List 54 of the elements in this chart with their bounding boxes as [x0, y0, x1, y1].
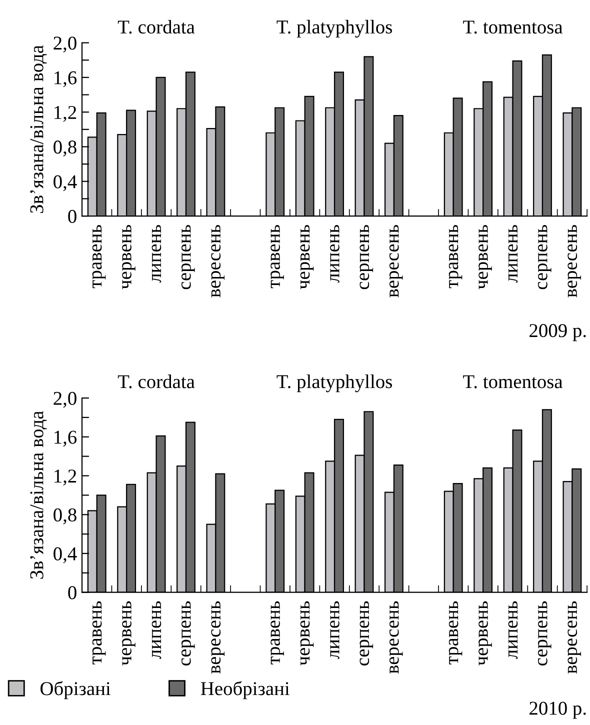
y-tick-label: 1,6	[54, 430, 77, 447]
y-tick-label: 0,8	[54, 508, 76, 524]
x-tick-label: червень	[478, 224, 492, 290]
text: T. tomentosa	[463, 20, 563, 34]
y-tick-label: 1,2	[54, 106, 76, 122]
x-tick-label: вересень	[389, 224, 403, 298]
x-tick-label: липень	[330, 224, 340, 283]
y-axis-title: Зв’язана/вільна вода	[30, 45, 47, 213]
x-tick-label: вересень	[568, 601, 582, 674]
y-tick-label: 0,4	[54, 547, 77, 564]
y-tick-label: 0,8	[54, 140, 76, 156]
x-tick-label: вересень	[211, 601, 225, 674]
text: T. cordata	[118, 374, 195, 388]
x-tick-label: травень	[270, 601, 284, 664]
x-tick-label: вересень	[389, 601, 403, 674]
text: 2009 р.	[530, 324, 586, 342]
y-tick-label: 0,4	[54, 175, 77, 192]
x-tick-label: травень	[92, 224, 106, 288]
x-tick-label: вересень	[211, 224, 225, 298]
x-tick-label: липень	[330, 601, 340, 659]
y-tick-label: 2,0	[54, 36, 76, 53]
x-tick-label: серпень	[538, 224, 552, 290]
x-tick-label: серпень	[182, 601, 195, 666]
x-tick-label: травень	[92, 601, 106, 664]
x-tick-label: серпень	[538, 601, 552, 666]
x-tick-label: травень	[448, 601, 462, 664]
text: T. tomentosa	[463, 375, 563, 388]
x-tick-label: червень	[122, 601, 136, 666]
x-tick-label: серпень	[360, 601, 374, 666]
x-tick-label: червень	[478, 601, 492, 666]
x-tick-label: липень	[152, 601, 162, 659]
text: T. cordata	[118, 20, 195, 34]
x-tick-label: червень	[300, 601, 314, 666]
x-tick-label: серпень	[360, 224, 374, 290]
x-tick-label: червень	[122, 224, 136, 290]
y-tick-label: 0	[68, 210, 76, 223]
x-tick-label: серпень	[182, 224, 195, 290]
x-tick-label: травень	[448, 224, 462, 288]
x-tick-label: липень	[508, 224, 518, 283]
text: T. platyphyllos	[276, 20, 392, 38]
legend-label: Обрізані	[40, 681, 111, 700]
text: T. platyphyllos	[276, 374, 392, 392]
y-tick-label: 1,2	[54, 470, 76, 486]
x-tick-label: липень	[152, 224, 162, 283]
y-tick-label: 2,0	[54, 392, 76, 408]
x-tick-label: липень	[508, 601, 518, 659]
x-tick-label: вересень	[568, 224, 582, 298]
x-tick-label: травень	[270, 224, 284, 288]
legend-label: Необрізані	[200, 681, 290, 700]
y-axis-title: Зв’язана/вільна вода	[30, 411, 47, 579]
x-tick-label: червень	[300, 224, 314, 290]
y-tick-label: 0	[68, 586, 76, 600]
text: 2010 р.	[530, 702, 586, 719]
y-tick-label: 1,6	[54, 71, 77, 88]
